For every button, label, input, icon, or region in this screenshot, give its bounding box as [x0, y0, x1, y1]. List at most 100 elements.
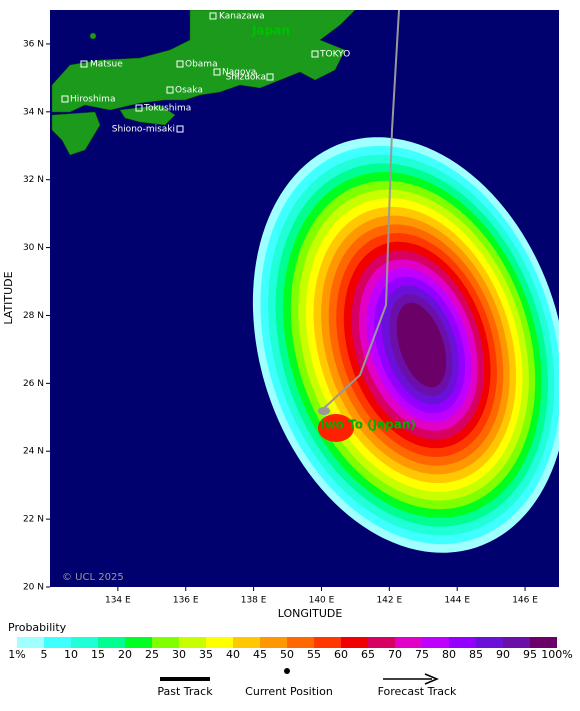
legend-label: 75	[415, 648, 429, 661]
kyushu	[51, 111, 101, 156]
place-marker	[135, 104, 143, 112]
current-position	[318, 407, 330, 415]
legend-swatch	[179, 637, 206, 648]
legend-swatch	[71, 637, 98, 648]
probability-band	[396, 302, 447, 388]
storm-label: Iwo To (Japan)	[320, 418, 416, 432]
y-tick-label: 32 N	[23, 175, 44, 185]
key-label: Past Track	[157, 685, 213, 698]
legend-label: 65	[361, 648, 375, 661]
legend-swatch	[395, 637, 422, 648]
x-tick-label: 144 E	[444, 596, 470, 606]
legend-swatch	[287, 637, 314, 648]
y-tick-label: 22 N	[23, 515, 44, 525]
legend-label: 90	[496, 648, 510, 661]
legend-label: 60	[334, 648, 348, 661]
legend-swatch	[341, 637, 368, 648]
probability-field	[252, 137, 559, 553]
island	[89, 32, 97, 40]
place-label: Shizuoka	[226, 73, 266, 83]
legend-label: 30	[172, 648, 186, 661]
legend-swatch	[530, 637, 557, 648]
legend-label: 95	[523, 648, 537, 661]
land	[51, 10, 356, 156]
x-tick-label: 138 E	[241, 596, 267, 606]
legend-label: 1%	[8, 648, 25, 661]
legend-label: 55	[307, 648, 321, 661]
place-marker	[176, 60, 184, 68]
legend-swatch	[152, 637, 179, 648]
arrow-head	[424, 673, 439, 685]
legend-swatch	[476, 637, 503, 648]
legend-swatch	[98, 637, 125, 648]
legend-swatch	[503, 637, 530, 648]
shikoku	[119, 104, 176, 126]
y-tick-label: 30 N	[23, 243, 44, 253]
place-label: Tokushima	[143, 104, 191, 114]
legend-label: 45	[253, 648, 267, 661]
legend-swatch	[260, 637, 287, 648]
x-tick-label: 142 E	[376, 596, 402, 606]
legend-swatch	[368, 637, 395, 648]
legend-swatch	[44, 637, 71, 648]
legend-label: 85	[469, 648, 483, 661]
place-label: Matsue	[90, 60, 123, 70]
legend-label: 80	[442, 648, 456, 661]
legend-swatch	[233, 637, 260, 648]
legend-label: 25	[145, 648, 159, 661]
legend-label: 15	[91, 648, 105, 661]
honshu	[51, 10, 356, 113]
legend-label: 100%	[541, 648, 572, 661]
y-tick-label: 26 N	[23, 379, 44, 389]
place-label: Kanazawa	[219, 12, 265, 22]
legend-swatch	[125, 637, 152, 648]
legend-label: 20	[118, 648, 132, 661]
place-label: Obama	[185, 60, 218, 70]
legend-label: 70	[388, 648, 402, 661]
place-marker	[61, 95, 69, 103]
current-position-symbol	[284, 668, 290, 674]
legend-label: 5	[41, 648, 48, 661]
place-label: Osaka	[175, 86, 203, 96]
key-label: Current Position	[245, 685, 333, 698]
legend-title: Probability	[8, 621, 67, 634]
legend-label: 40	[226, 648, 240, 661]
place-marker	[209, 12, 217, 20]
x-tick-label: 146 E	[512, 596, 538, 606]
place-marker	[166, 86, 174, 94]
y-tick-label: 24 N	[23, 447, 44, 457]
place-marker	[80, 60, 88, 68]
legend-swatch	[314, 637, 341, 648]
x-tick-label: 134 E	[105, 596, 131, 606]
legend-swatch	[17, 637, 44, 648]
legend-swatch	[422, 637, 449, 648]
place-label: TOKYO	[319, 50, 350, 60]
place-label: Hiroshima	[70, 95, 115, 105]
copyright: © UCL 2025	[62, 572, 124, 583]
y-tick-label: 36 N	[23, 39, 44, 49]
y-tick-label: 28 N	[23, 311, 44, 321]
x-tick-label: 140 E	[309, 596, 335, 606]
legend-label: 35	[199, 648, 213, 661]
place-label: Shiono-misaki	[112, 125, 175, 135]
y-tick-label: 34 N	[23, 107, 44, 117]
country-label: Japan	[251, 24, 290, 38]
place-marker	[311, 50, 319, 58]
legend-label: 50	[280, 648, 294, 661]
place-label: Nagoya	[222, 68, 256, 78]
y-tick-label: 20 N	[23, 583, 44, 593]
legend-swatch	[206, 637, 233, 648]
key-label: Forecast Track	[378, 685, 457, 698]
place-marker	[213, 68, 221, 76]
x-axis-label: LONGITUDE	[278, 607, 343, 620]
probability-blob	[318, 414, 354, 442]
track	[321, 10, 400, 411]
y-axis-label: LATITUDE	[2, 271, 15, 324]
legend-swatch	[449, 637, 476, 648]
place-marker	[176, 125, 184, 133]
x-tick-label: 136 E	[173, 596, 199, 606]
place-marker	[266, 73, 274, 81]
legend-label: 10	[64, 648, 78, 661]
